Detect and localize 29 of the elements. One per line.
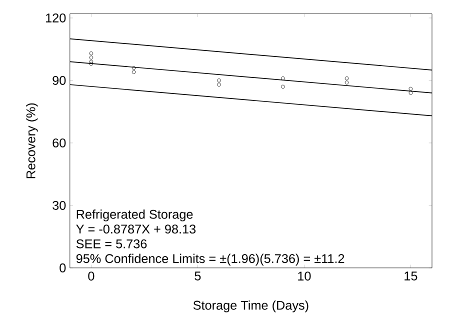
point [281, 84, 285, 89]
annotation: 95% Confidence Limits = ±(1.96)(5.736) = ±11.2 [76, 254, 344, 266]
point [89, 56, 94, 60]
x-tick-label: 5 [194, 272, 201, 281]
y-tick-label: 60 [52, 138, 66, 148]
y-tick-label: 0 [60, 264, 66, 272]
x-tick-label: 10 [298, 272, 311, 281]
annotation: SEE = 5.736 [76, 239, 147, 248]
x-axis-title: Storage Time (Days) [193, 300, 308, 312]
x-tick-label: 15 [404, 272, 418, 281]
y-tick-label: 120 [46, 14, 66, 23]
point [217, 82, 221, 87]
y-tick-label: 90 [52, 76, 66, 86]
y-tick-label: 30 [52, 201, 66, 210]
point [344, 80, 349, 85]
point [89, 62, 94, 66]
point [281, 76, 285, 80]
point [408, 86, 413, 91]
point [89, 60, 94, 64]
point [132, 66, 136, 70]
point [132, 70, 136, 74]
annotation: Y = -0.8787X + 98.13 [76, 224, 196, 234]
point [217, 78, 221, 82]
point [89, 52, 94, 56]
point [344, 76, 349, 80]
point [408, 91, 413, 95]
y-axis-title: Recovery (%) [26, 103, 38, 178]
x-tick-label: 0 [88, 272, 94, 281]
annotation: Refrigerated Storage [76, 210, 193, 222]
